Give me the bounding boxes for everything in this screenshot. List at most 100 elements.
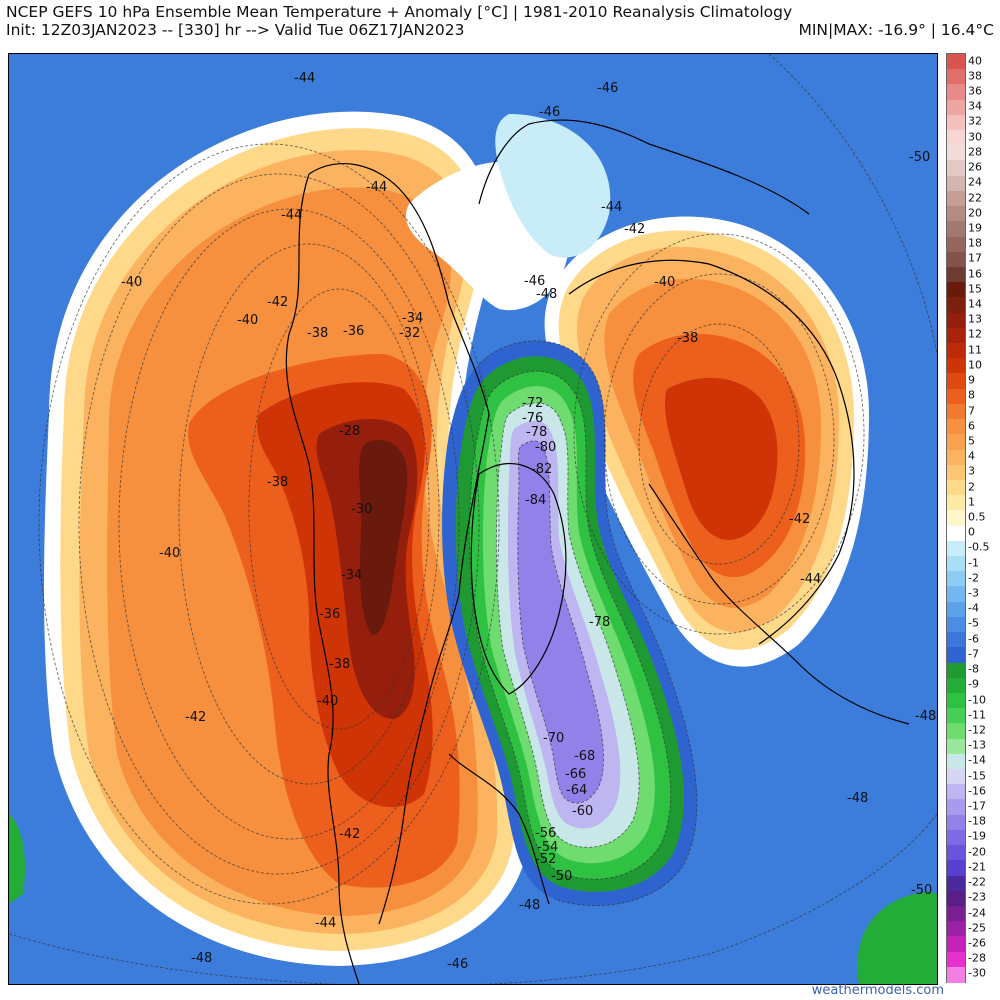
contour-label: -46 xyxy=(447,957,468,972)
colorbar-tick-label: -26 xyxy=(968,936,986,950)
colorbar-tick-label: 5 xyxy=(968,434,975,448)
contour-label: -64 xyxy=(566,783,587,798)
contour-label: -42 xyxy=(624,222,645,237)
colorbar-tick-label: -0.5 xyxy=(968,540,990,554)
polar-stereographic-map[interactable]: -44 -46 -46 -50 -44 -44 -44 -42 -46 -48 -40 -40 -42-… xyxy=(8,53,938,985)
colorbar-tick-label: -7 xyxy=(968,647,979,661)
contour-label: -50 xyxy=(909,150,930,165)
colorbar-segment xyxy=(947,647,965,664)
colorbar-tick-label: -28 xyxy=(968,951,986,965)
contour-label: -38 xyxy=(677,331,698,346)
colorbar-segment xyxy=(947,586,965,603)
contour-label: -34 xyxy=(402,311,423,326)
colorbar-tick-label: -3 xyxy=(968,586,979,600)
contour-label: -40 xyxy=(159,546,180,561)
colorbar-tick-label: -21 xyxy=(968,860,986,874)
coastline-europe xyxy=(648,483,910,725)
colorbar-segment xyxy=(947,251,965,268)
contour-label: -54 xyxy=(537,840,558,855)
colorbar-tick-label: 9 xyxy=(968,373,975,387)
contour-ring xyxy=(603,273,835,605)
colorbar-segment xyxy=(947,860,965,877)
colorbar-segment xyxy=(947,571,965,588)
colorbar-tick-label: 20 xyxy=(968,206,982,220)
colorbar-segment xyxy=(947,708,965,724)
colorbar-tick-label: 30 xyxy=(968,130,982,144)
contour-label: -78 xyxy=(589,615,610,630)
colorbar-tick-label: 40 xyxy=(968,54,982,68)
contour-label: -42 xyxy=(339,827,360,842)
colorbar-segment xyxy=(947,99,965,116)
colorbar-segment xyxy=(947,525,965,542)
anomaly-patch-se xyxy=(857,892,937,984)
colorbar-tick-label: 19 xyxy=(968,221,982,235)
contour-ring xyxy=(638,323,800,565)
colorbar-tick-label: 16 xyxy=(968,267,982,281)
colorbar-tick-label: 15 xyxy=(968,282,982,296)
map-canvas: -44-46-46-50-44-44-44-42-46-48-40-40-42-… xyxy=(9,54,937,984)
contour-label: -48 xyxy=(191,951,212,966)
colorbar-segment xyxy=(947,601,965,618)
colorbar-tick-label: 26 xyxy=(968,160,982,174)
contour-label: -44 xyxy=(800,572,821,587)
colorbar-tick-label: 1 xyxy=(968,495,975,509)
init-valid-line: Init: 12Z03JAN2023 -- [330] hr --> Valid… xyxy=(6,21,465,39)
contour-label: -48 xyxy=(847,791,868,806)
colorbar-segment xyxy=(947,160,965,177)
coastline-greenland xyxy=(470,463,567,695)
contour-label: -46 xyxy=(539,105,560,120)
colorbar-tick-label: -24 xyxy=(968,906,986,920)
warm-blob-east-red xyxy=(664,377,778,540)
colorbar-tick-label: -25 xyxy=(968,921,986,935)
contour-label: -44 xyxy=(315,916,336,931)
colorbar-tick-label: 38 xyxy=(968,69,982,83)
contour-label: -84 xyxy=(525,493,546,508)
contour-ring xyxy=(78,173,480,875)
contour-label: -34 xyxy=(341,568,362,583)
contour-label: -44 xyxy=(294,71,315,86)
contour-label: -70 xyxy=(543,731,564,746)
contour-label: -48 xyxy=(536,287,557,302)
contour-label: -40 xyxy=(121,275,142,290)
coastline-eurasia xyxy=(568,259,855,645)
contour-ring xyxy=(178,243,440,785)
contour-label: -48 xyxy=(519,898,540,913)
colorbar-segment xyxy=(947,266,965,283)
colorbar-segment xyxy=(947,434,965,451)
colorbar-tick-label: 6 xyxy=(968,419,975,433)
colorbar-segment xyxy=(947,784,965,801)
colorbar-segment xyxy=(947,327,965,344)
colorbar-tick-label: 32 xyxy=(968,114,982,128)
colorbar-segment xyxy=(947,769,965,785)
colorbar-segment xyxy=(947,677,965,694)
colorbar-tick-label: -8 xyxy=(968,662,979,676)
contour-label: -80 xyxy=(535,440,556,455)
contour-label: -42 xyxy=(267,295,288,310)
contour-ring xyxy=(248,288,430,730)
colorbar-segment xyxy=(947,236,965,253)
colorbar-tick-label: 0 xyxy=(968,525,975,539)
colorbar-tick-label: -18 xyxy=(968,814,986,828)
colorbar-segment xyxy=(947,221,965,238)
colorbar-tick-label: 24 xyxy=(968,175,982,189)
contour-label: -36 xyxy=(343,324,364,339)
contour-label: -68 xyxy=(574,749,595,764)
contour-label: -40 xyxy=(654,275,675,290)
warm-blob-west-core xyxy=(359,440,408,635)
min-max-readout: MIN|MAX: -16.9° | 16.4°C xyxy=(798,21,994,39)
colorbar-tick-label: -2 xyxy=(968,571,979,585)
contour-label: -44 xyxy=(601,200,622,215)
colorbar-tick-label: 10 xyxy=(968,358,982,372)
colorbar-segment xyxy=(947,966,965,983)
colorbar-segment xyxy=(947,495,965,511)
colorbar-tick-label: -10 xyxy=(968,693,986,707)
colorbar-segment xyxy=(947,738,965,755)
colorbar-segment xyxy=(947,753,965,770)
contour-label: -32 xyxy=(399,326,420,341)
colorbar-tick-label: 11 xyxy=(968,343,982,357)
colorbar-tick-label: 12 xyxy=(968,327,982,341)
contour-label: -38 xyxy=(267,475,288,490)
colorbar-segment xyxy=(947,951,965,968)
colorbar-labels: 40 38 36 34 32 30 28 26 24 22 20 19 18 17 16 15 14 13 12 11… xyxy=(968,53,998,981)
colorbar-segment xyxy=(947,723,965,740)
